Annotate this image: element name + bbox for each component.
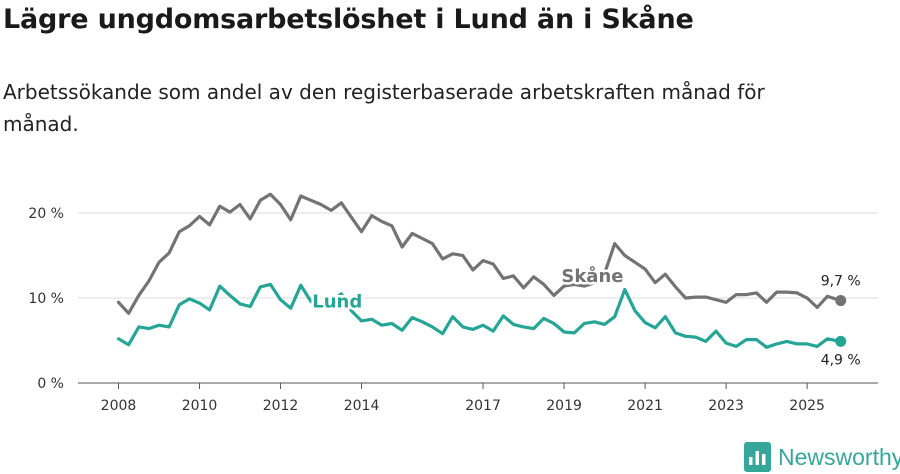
series-line-lund [116, 282, 843, 349]
x-tick-label: 2012 [263, 398, 299, 414]
end-point-skåne [835, 295, 847, 307]
grid-lines [78, 212, 878, 299]
x-tick-label: 2010 [182, 398, 218, 414]
x-tick-label: 2021 [627, 398, 663, 414]
y-tick-label: 0 % [37, 376, 64, 392]
brand-name: Newsworthy [778, 443, 900, 470]
series-line-skåne [116, 192, 843, 315]
newsworthy-logo-icon [744, 442, 771, 472]
y-tick-label: 10 % [28, 291, 64, 307]
end-value-label-lund: 4,9 % [821, 352, 861, 368]
x-tick-label: 2008 [101, 398, 137, 414]
end-value-label-skåne: 9,7 % [821, 274, 861, 290]
end-point-lund [835, 335, 847, 347]
x-tick-label: 2014 [344, 398, 380, 414]
x-tick-label: 2023 [708, 398, 744, 414]
chart-labels: 0 % 10 % 20 % 2008 2010 2012 2014 2017 2019 2021 2… [28, 206, 860, 414]
series-label-lund: Lund [312, 291, 362, 312]
x-tick-label: 2025 [789, 398, 825, 414]
brand-logo: Newsworthy [744, 442, 900, 472]
series-label-skåne: Skåne [561, 265, 623, 287]
series-lines [116, 192, 847, 349]
x-axis [78, 382, 878, 389]
chart-title: Lägre ungdomsarbetslöshet i Lund än i Sk… [3, 4, 694, 35]
chart-subtitle: Arbetssökande som andel av den registerb… [3, 80, 765, 136]
x-tick-label: 2017 [465, 398, 501, 414]
y-tick-label: 20 % [28, 206, 64, 222]
x-tick-label: 2019 [546, 398, 582, 414]
